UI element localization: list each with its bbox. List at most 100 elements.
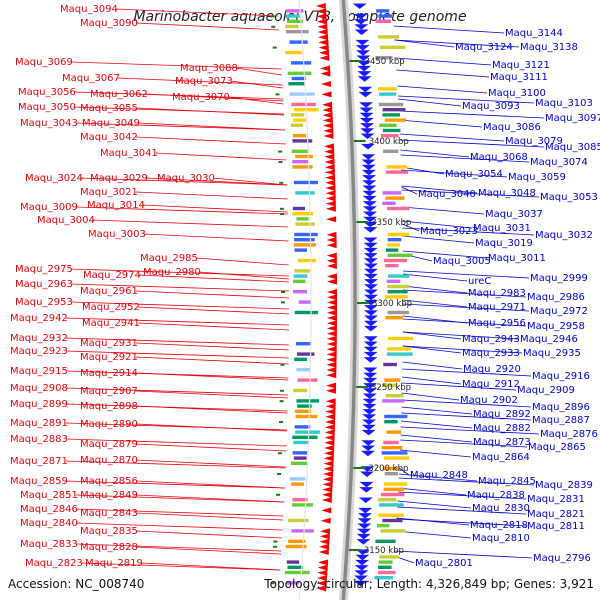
feature-block-right xyxy=(382,113,400,117)
feature-block-left xyxy=(286,560,300,564)
right-gene-label: Maqu_2999 xyxy=(530,273,588,284)
right-gene-label: Maqu_3100 xyxy=(488,88,546,99)
feature-block-right xyxy=(380,529,406,533)
reverse-gene-arrow xyxy=(325,387,336,394)
forward-gene-arrow xyxy=(354,570,369,576)
forward-gene-arrow xyxy=(363,305,378,311)
feature-block-right xyxy=(384,118,406,122)
forward-gene-arrow xyxy=(354,24,369,30)
left-leader-line xyxy=(135,459,286,468)
left-leader-line xyxy=(70,283,289,292)
reverse-gene-arrow xyxy=(321,497,332,503)
left-leader-line xyxy=(145,177,288,186)
right-leader-line xyxy=(397,500,472,509)
right-leader-line xyxy=(393,25,505,34)
marker-dot xyxy=(277,473,282,475)
reverse-gene-arrow xyxy=(326,315,337,321)
right-leader-line xyxy=(397,491,527,500)
marker-dot xyxy=(280,213,285,215)
feature-block-right xyxy=(375,19,391,23)
forward-gene-arrow xyxy=(363,211,378,217)
left-gene-label: Maqu_3024 xyxy=(25,173,83,184)
right-gene-label: Maqu_3031 xyxy=(473,223,531,234)
marker-dot xyxy=(276,493,281,496)
reverse-gene-arrow xyxy=(326,325,337,332)
feature-block-left xyxy=(295,430,321,434)
kbp-label: 3450 kbp xyxy=(365,57,405,67)
right-leader-line xyxy=(400,426,540,435)
forward-gene-arrow xyxy=(363,346,378,353)
reverse-gene-arrow xyxy=(322,481,333,488)
reverse-gene-arrow xyxy=(317,23,328,30)
reverse-gene-arrow xyxy=(320,528,331,535)
right-gene-label: Maqu_3097 xyxy=(545,113,600,124)
forward-gene-arrow xyxy=(360,123,375,129)
marker-dot xyxy=(280,363,285,366)
feature-block-right xyxy=(381,134,399,138)
feature-block-right xyxy=(377,498,397,502)
feature-block-right xyxy=(382,128,401,133)
right-gene-label: Maqu_2864 xyxy=(472,452,530,463)
reverse-gene-arrow xyxy=(318,39,329,46)
right-gene-label: Maqu_3079 xyxy=(505,136,563,147)
feature-block-right xyxy=(378,503,404,507)
left-leader-line xyxy=(135,480,285,489)
right-gene-label: Maqu_3053 xyxy=(540,192,598,203)
left-gene-label: Maqu_3003 xyxy=(88,229,146,240)
left-gene-label: Maqu_2846 xyxy=(20,504,78,515)
left-gene-label: Maqu_2859 xyxy=(10,476,68,487)
feature-block-right xyxy=(382,466,399,471)
feature-block-right xyxy=(386,430,402,434)
forward-gene-arrow xyxy=(358,497,373,503)
forward-gene-arrow xyxy=(354,565,369,571)
reverse-gene-arrow xyxy=(324,424,335,431)
right-leader-line xyxy=(399,139,545,148)
reverse-gene-arrow xyxy=(324,445,335,451)
right-leader-line xyxy=(402,273,468,282)
right-gene-label: Maqu_2887 xyxy=(532,415,590,426)
reverse-gene-arrow xyxy=(326,309,337,316)
feature-block-right xyxy=(383,258,407,263)
right-leader-line xyxy=(394,39,455,48)
left-gene-label: Maqu_2819 xyxy=(85,558,143,569)
right-leader-line xyxy=(398,110,545,119)
feature-block-right xyxy=(385,394,404,398)
reverse-gene-arrow xyxy=(326,273,337,280)
left-gene-label: Maqu_2932 xyxy=(10,333,68,344)
feature-block-left xyxy=(284,570,310,575)
left-gene-label: Maqu_3055 xyxy=(80,103,138,114)
marker-dot xyxy=(278,150,283,153)
reverse-gene-arrow xyxy=(326,341,337,347)
right-gene-label: Maqu_3103 xyxy=(535,98,593,109)
forward-gene-arrow xyxy=(363,227,378,233)
reverse-gene-arrow xyxy=(324,169,335,176)
feature-block-left xyxy=(290,461,308,465)
feature-block-left xyxy=(291,482,305,486)
left-leader-line xyxy=(65,422,288,431)
left-gene-label: Maqu_2849 xyxy=(80,490,138,501)
feature-block-left xyxy=(293,243,317,247)
left-gene-label: Maqu_2953 xyxy=(15,297,73,308)
reverse-gene-arrow xyxy=(322,117,333,124)
reverse-gene-arrow xyxy=(319,533,330,540)
left-leader-line xyxy=(135,494,285,503)
right-gene-label: Maqu_2831 xyxy=(527,494,585,505)
right-leader-line xyxy=(402,289,527,298)
reverse-gene-arrow xyxy=(322,101,333,108)
right-gene-label: Maqu_2845 xyxy=(478,476,536,487)
forward-gene-arrow xyxy=(362,175,377,181)
left-leader-line xyxy=(65,337,289,346)
feature-block-right xyxy=(387,310,410,315)
reverse-gene-arrow xyxy=(325,403,336,410)
left-gene-label: Maqu_2923 xyxy=(10,346,68,357)
right-gene-label: Maqu_2882 xyxy=(473,423,531,434)
right-leader-line xyxy=(402,299,468,308)
right-gene-label: Maqu_2839 xyxy=(535,480,593,491)
left-gene-label: Maqu_2828 xyxy=(80,542,138,553)
left-leader-line xyxy=(73,106,285,115)
feature-block-left xyxy=(290,61,312,65)
right-leader-line xyxy=(398,98,462,107)
left-gene-label: Maqu_2975 xyxy=(15,264,73,275)
right-gene-label: Maqu_3011 xyxy=(488,253,546,264)
forward-gene-arrow xyxy=(363,310,378,316)
